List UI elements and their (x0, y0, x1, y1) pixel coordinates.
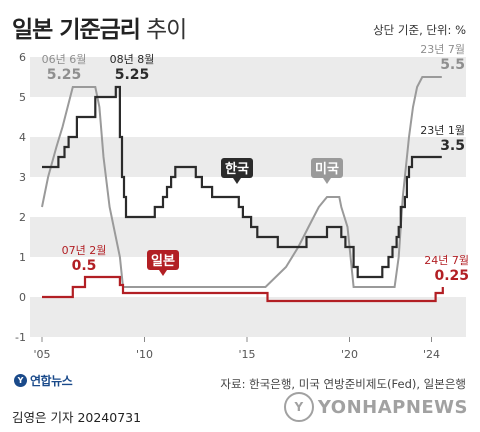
annotation-date: 07년 2월 (62, 244, 107, 257)
y-tick-label: 0 (19, 291, 26, 304)
unit-label: 상단 기준, 단위: % (373, 23, 466, 37)
annotation-value: 0.5 (72, 258, 97, 274)
series-line-usa (41, 76, 442, 288)
yonhap-logo: Y 연합뉴스 (14, 372, 73, 389)
source-text: 자료: 한국은행, 미국 연방준비제도(Fed), 일본은행 (220, 377, 466, 391)
background-band (30, 57, 466, 97)
watermark: Y YONHAPNEWS (283, 392, 468, 422)
title-subtitle: 추이 (145, 17, 187, 43)
x-tick-label: '05 (33, 348, 50, 361)
y-tick-label: 3 (19, 171, 26, 184)
y-tick-label: 5 (19, 91, 26, 104)
series-tag-box (221, 158, 253, 178)
annotation-date: 08년 8월 (110, 53, 155, 66)
y-tick-label: 4 (19, 131, 26, 144)
series-tag-pointer (159, 270, 167, 276)
credit-text: 김영은 기자 20240731 (12, 410, 142, 425)
series-tag-label: 일본 (151, 254, 175, 269)
annotation-date: 23년 1월 (420, 124, 465, 137)
series-tag-label: 미국 (315, 161, 339, 177)
x-tick-label: '10 (136, 348, 153, 361)
y-tick-label: 1 (19, 251, 26, 264)
annotation-value: 0.25 (434, 268, 469, 284)
x-tick-label: '24 (423, 348, 440, 361)
x-axis-ticks: '05 '10 '15 '20 '24 (33, 337, 440, 361)
annotation-value: 3.5 (440, 138, 465, 154)
y-tick-label: 6 (19, 51, 26, 64)
watermark-text: YONHAPNEWS (317, 396, 468, 418)
y-tick-label: -1 (15, 331, 26, 344)
background-band (30, 297, 466, 337)
annotation-date: 24년 7월 (424, 254, 469, 267)
series-line-japan (42, 275, 444, 303)
annotation-date: 06년 6월 (42, 53, 87, 66)
watermark-circle-icon: Y (283, 392, 314, 422)
y-axis-ticks: -1 0 1 2 3 4 5 6 (15, 51, 26, 344)
annotation-value: 5.25 (115, 67, 150, 83)
logo-text: 연합뉴스 (30, 374, 73, 388)
title-main: 일본 기준금리 (12, 17, 141, 43)
series-tag-pointer (323, 178, 331, 184)
series-tag-pointer (233, 178, 241, 184)
y-tick-label: 2 (19, 211, 26, 224)
annotation-value: 5.5 (440, 57, 465, 73)
chart-series (41, 76, 444, 303)
series-tag-label: 한국 (225, 161, 249, 177)
series-tag-box (311, 158, 343, 178)
yonhap-logo-icon: Y (14, 374, 27, 387)
series-tag-box (147, 250, 179, 270)
annotation-date: 23년 7월 (420, 43, 465, 56)
chart-title: 일본 기준금리 추이 (12, 10, 187, 44)
series-line-korea (42, 85, 442, 279)
x-tick-label: '15 (238, 348, 255, 361)
annotation-value: 5.25 (47, 67, 82, 83)
x-tick-label: '20 (341, 348, 358, 361)
